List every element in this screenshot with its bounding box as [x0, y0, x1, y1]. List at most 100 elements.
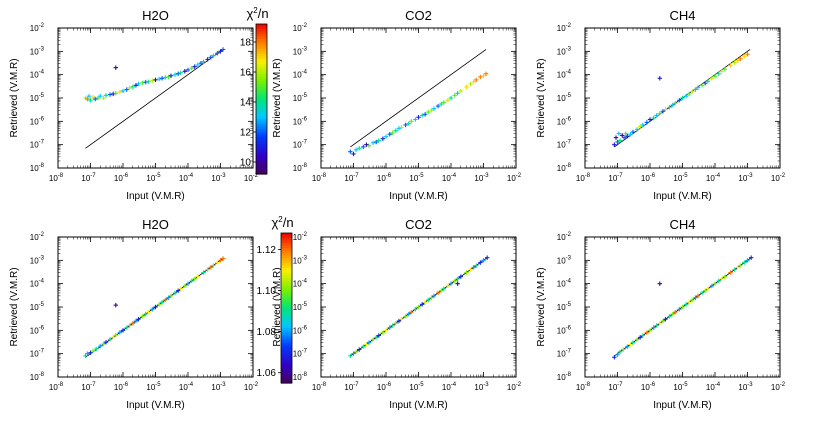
data-point: [95, 95, 101, 101]
y-tick-label: 10-8: [293, 372, 308, 382]
colorbar-segment: [281, 380, 292, 384]
y-tick-label: 10-2: [557, 232, 572, 242]
data-point: [163, 75, 168, 80]
data-point: [426, 109, 431, 115]
x-tick-label: 10-5: [146, 382, 161, 392]
y-tick-label: 10-7: [30, 140, 45, 150]
colorbar-segment: [281, 248, 292, 252]
x-tick-label: 10-2: [244, 382, 259, 392]
data-point: [370, 337, 376, 342]
y-tick-label: 10-2: [293, 23, 308, 33]
data-point: [159, 300, 165, 305]
data-point: [657, 76, 662, 81]
y-tick-label: 10-4: [30, 279, 45, 289]
data-point: [380, 136, 386, 141]
data-point: [205, 267, 210, 272]
colorbar-segment: [281, 340, 292, 344]
data-point: [370, 140, 376, 146]
data-point: [426, 297, 431, 303]
data-point: [218, 49, 223, 54]
colorbar-segment: [256, 61, 267, 65]
data-point: [364, 142, 369, 147]
data-point: [623, 131, 628, 136]
colorbar-frame: [255, 23, 268, 175]
data-point: [103, 93, 109, 98]
y-tick-label: 10-4: [30, 70, 45, 80]
x-tick-label: 10-8: [312, 173, 327, 183]
x-axis-label: Input (V.M.R): [389, 400, 448, 411]
data-point: [366, 143, 372, 148]
data-point: [455, 276, 460, 282]
colorbar-segment: [256, 134, 267, 138]
colorbar-segment: [256, 34, 267, 38]
data-point: [670, 102, 675, 108]
x-tick-label: 10-8: [312, 382, 327, 392]
x-tick-label: 10-4: [706, 382, 721, 392]
x-tick-label: 10-2: [771, 382, 786, 392]
colorbar-segment: [256, 101, 267, 105]
colorbar-segment: [281, 358, 292, 362]
data-point: [157, 76, 162, 82]
data-point: [353, 147, 359, 153]
data-point: [458, 88, 463, 94]
data-point: [712, 281, 718, 286]
data-point: [420, 302, 425, 307]
data-point: [474, 77, 479, 83]
x-tick-label: 10-2: [244, 173, 259, 183]
data-point: [416, 115, 421, 120]
data-point: [195, 62, 200, 68]
data-point: [189, 278, 194, 284]
colorbar-segment: [281, 280, 292, 284]
y-tick-label: 10-8: [30, 372, 45, 382]
data-point: [663, 107, 668, 112]
data-point: [468, 267, 473, 272]
data-point: [693, 87, 698, 92]
y-tick-label: 10-8: [557, 163, 572, 173]
data-point: [403, 122, 408, 128]
colorbar-top: 18 16 14 12 10 χ2/n: [240, 6, 269, 175]
data-point: [680, 95, 685, 101]
y-axis-label: Retrieved (V.M.R): [9, 267, 20, 346]
data-point: [634, 337, 640, 342]
data-point: [211, 53, 216, 58]
data-point: [166, 295, 171, 300]
data-point: [120, 88, 126, 94]
data-point: [376, 333, 381, 338]
data-point: [667, 314, 672, 319]
data-point: [735, 265, 740, 270]
colorbar-segment: [281, 343, 292, 347]
x-tick-label: 10-8: [576, 382, 591, 392]
x-tick-label: 10-4: [179, 173, 194, 183]
y-tick-label: 10-7: [293, 140, 308, 150]
colorbar-segment: [256, 64, 267, 68]
data-point: [101, 95, 106, 101]
colorbar-tick-label: 14: [240, 98, 252, 109]
data-point: [218, 258, 223, 263]
colorbar-tick-label: 1.10: [257, 286, 277, 297]
data-point: [98, 93, 103, 99]
data-point: [644, 120, 650, 125]
data-point: [439, 101, 444, 107]
data-point: [399, 317, 404, 322]
data-point: [709, 76, 715, 81]
data-point: [452, 93, 457, 98]
colorbar-segment: [256, 141, 267, 145]
data-point: [657, 281, 662, 286]
data-point: [215, 51, 220, 56]
colorbar-segment: [281, 258, 292, 262]
colorbar-segment: [281, 338, 292, 342]
data-point: [647, 328, 653, 333]
data-point: [728, 63, 733, 68]
data-point: [686, 300, 692, 305]
data-point: [176, 71, 181, 76]
colorbar-segment: [281, 255, 292, 259]
data-point: [163, 297, 168, 303]
colorbar-segment: [256, 159, 267, 163]
colorbar-segment: [256, 119, 267, 123]
x-axis-label: Input (V.M.R): [126, 191, 185, 202]
data-point: [172, 72, 178, 77]
x-tick-label: 10-6: [377, 173, 392, 183]
colorbar-segment: [256, 151, 267, 155]
data-point: [192, 276, 197, 282]
data-point: [357, 146, 362, 151]
